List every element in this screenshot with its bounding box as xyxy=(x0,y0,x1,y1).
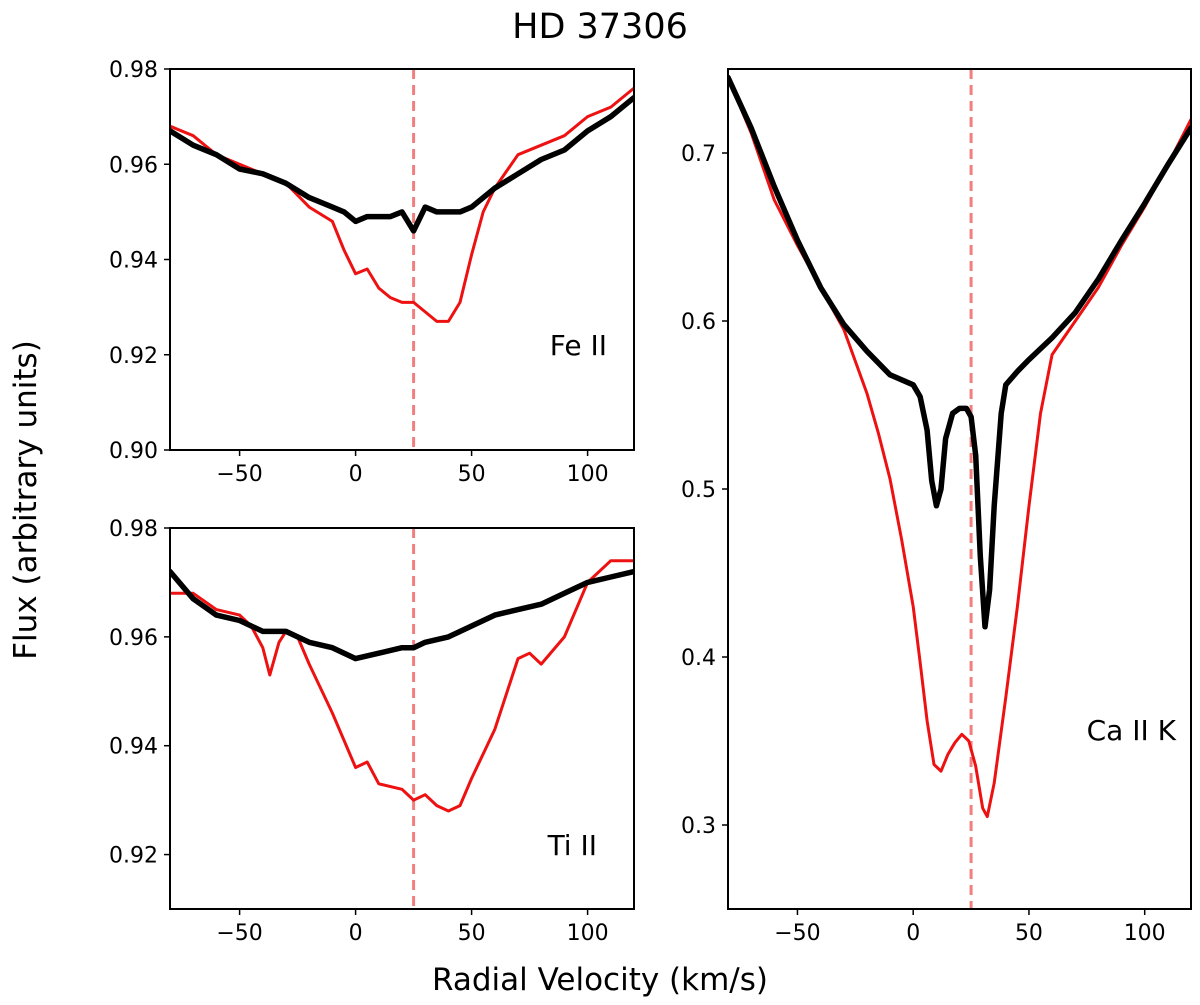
fe-ii-x-tick-label: 50 xyxy=(458,462,486,487)
ti-ii-y-tick-label: 0.94 xyxy=(109,735,158,760)
ca-ii-k-frame xyxy=(727,68,1192,910)
ca-ii-k-x-tick-label: 100 xyxy=(1124,921,1166,946)
ti-ii-black-series xyxy=(170,568,634,662)
ca-ii-k-y-tick-label: 0.6 xyxy=(681,310,716,335)
fe-ii-y-tick-label: 0.94 xyxy=(109,249,158,274)
fe-ii-red-series xyxy=(170,86,634,323)
ti-ii-frame xyxy=(169,527,635,910)
ca-ii-k-red-series xyxy=(728,75,1191,819)
ti-ii-y-tick-label: 0.92 xyxy=(109,844,158,869)
fe-ii-black-series xyxy=(170,94,634,234)
ca-ii-k-y-tick-label: 0.4 xyxy=(681,646,716,671)
ca-ii-k-x-tick-label: −50 xyxy=(774,921,820,946)
ti-ii-x-tick-label: 0 xyxy=(349,921,363,946)
ti-ii-y-tick-label: 0.98 xyxy=(109,517,158,542)
figure-title: HD 37306 xyxy=(512,7,688,47)
fe-ii-x-tick-label: −50 xyxy=(216,462,262,487)
fe-ii-x-tick-label: 100 xyxy=(567,462,609,487)
ca-ii-k-x-tick-label: 0 xyxy=(906,921,920,946)
ti-ii-red-series xyxy=(170,559,634,813)
ca-ii-k-y-tick-label: 0.5 xyxy=(681,478,716,503)
fe-ii-y-tick-label: 0.96 xyxy=(109,153,158,178)
ti-ii-panel: −50 0 50 100 0.92 0.94 0.96 0.98 Ti II xyxy=(109,517,635,946)
ti-ii-label: Ti II xyxy=(547,829,597,862)
fe-ii-frame xyxy=(169,68,635,451)
ti-ii-x-tick-label: 50 xyxy=(458,921,486,946)
ti-ii-y-tick-label: 0.96 xyxy=(109,626,158,651)
ca-ii-k-y-tick-label: 0.7 xyxy=(681,142,716,167)
ti-ii-x-tick-label: −50 xyxy=(216,921,262,946)
fe-ii-label: Fe II xyxy=(550,329,607,362)
ti-ii-x-tick-label: 100 xyxy=(567,921,609,946)
ca-ii-k-black-series xyxy=(728,74,1191,630)
fe-ii-y-tick-label: 0.98 xyxy=(109,58,158,83)
fe-ii-y-tick-label: 0.92 xyxy=(109,344,158,369)
fe-ii-y-tick-label: 0.90 xyxy=(109,439,158,464)
ca-ii-k-panel: −50 0 50 100 0.3 0.4 0.5 0.6 0.7 Ca II K xyxy=(681,68,1192,946)
x-axis-title: Radial Velocity (km/s) xyxy=(432,962,768,998)
ca-ii-k-label: Ca II K xyxy=(1087,714,1177,747)
ca-ii-k-y-tick-label: 0.3 xyxy=(681,814,716,839)
ca-ii-k-x-tick-label: 50 xyxy=(1015,921,1043,946)
fe-ii-panel: −50 0 50 100 0.90 0.92 0.94 0.96 0.98 Fe II xyxy=(109,58,635,487)
y-axis-title: Flux (arbitrary units) xyxy=(8,340,44,660)
fe-ii-x-tick-label: 0 xyxy=(349,462,363,487)
